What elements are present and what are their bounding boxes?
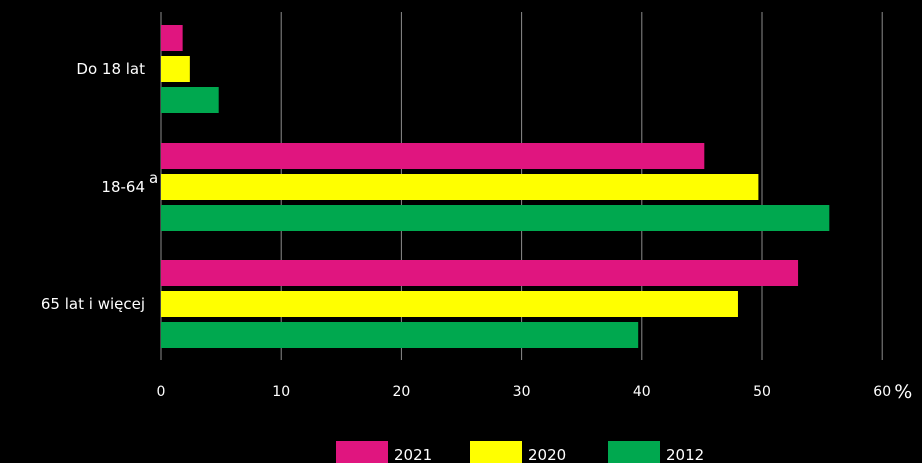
legend-label-2020: 2020 [528,446,566,463]
bar-2021-1 [161,143,705,169]
legend-swatch-2012 [608,441,660,463]
bar-2020-1 [161,174,759,200]
legend: 2021 2020 2012 [336,441,704,463]
bars [161,25,830,348]
bar-2012-1 [161,205,830,231]
category-label-1: 18-64 [101,178,145,196]
bar-2021-2 [161,260,799,286]
category-labels: Do 18 lat 18-64 a 65 lat i więcej [41,60,158,313]
bar-2020-2 [161,291,738,317]
x-tick-label-0: 0 [157,384,166,400]
legend-label-2012: 2012 [666,446,704,463]
bar-2012-2 [161,322,639,348]
bar-2021-0 [161,25,183,51]
legend-label-2021: 2021 [394,446,432,463]
x-tick-label-20: 20 [392,384,410,400]
category-label-0: Do 18 lat [76,60,145,78]
x-tick-label-50: 50 [753,384,771,400]
x-axis-unit: % [894,381,912,403]
x-tick-label-40: 40 [633,384,651,400]
category-label-2: 65 lat i więcej [41,295,145,313]
legend-swatch-2020 [470,441,522,463]
x-tick-label-30: 30 [513,384,531,400]
x-tick-label-60: 60 [873,384,891,400]
bar-2012-0 [161,87,219,113]
x-axis-ticks: 0 10 20 30 40 50 60 [157,384,892,400]
x-tick-label-10: 10 [272,384,290,400]
bar-2020-0 [161,56,190,82]
legend-swatch-2021 [336,441,388,463]
category-superscript-1: a [149,169,158,187]
